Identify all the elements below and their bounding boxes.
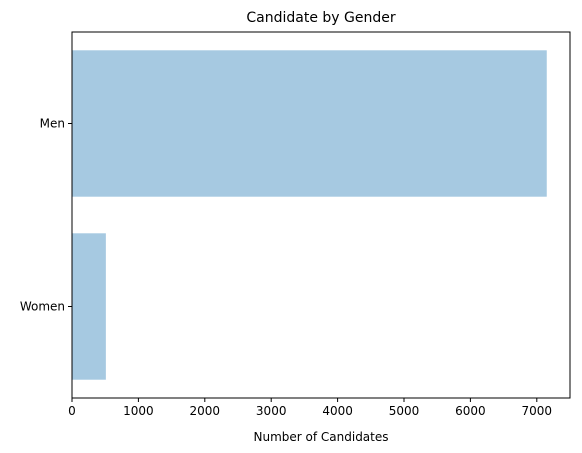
y-tick-label: Women bbox=[20, 300, 65, 314]
x-tick-label: 7000 bbox=[522, 404, 553, 418]
y-axis-ticks: Men Women bbox=[20, 117, 72, 314]
x-tick-label: 1000 bbox=[123, 404, 154, 418]
x-tick-label: 4000 bbox=[322, 404, 353, 418]
x-tick-label: 6000 bbox=[455, 404, 486, 418]
x-tick-label: 0 bbox=[68, 404, 76, 418]
x-axis-label: Number of Candidates bbox=[254, 430, 389, 444]
x-tick-label: 5000 bbox=[389, 404, 420, 418]
chart-title: Candidate by Gender bbox=[246, 10, 395, 26]
bar-women bbox=[72, 233, 106, 380]
y-tick-label: Men bbox=[40, 117, 65, 131]
axes-frame bbox=[71, 31, 571, 399]
x-tick-label: 2000 bbox=[190, 404, 221, 418]
x-axis-ticks: 0 1000 2000 3000 4000 5000 6000 7000 bbox=[68, 398, 552, 418]
bar-men bbox=[72, 50, 547, 197]
bars-group bbox=[72, 50, 547, 380]
x-tick-label: 3000 bbox=[256, 404, 287, 418]
plot-frame bbox=[71, 31, 571, 399]
